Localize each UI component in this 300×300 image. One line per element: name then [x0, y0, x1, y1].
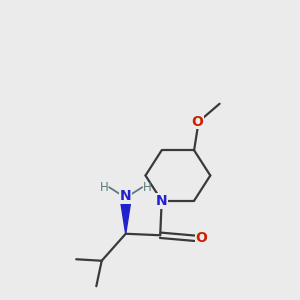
- Text: H: H: [99, 181, 108, 194]
- Polygon shape: [120, 199, 131, 234]
- Text: H: H: [143, 181, 152, 194]
- Text: N: N: [120, 189, 131, 203]
- Text: N: N: [156, 194, 167, 208]
- Text: O: O: [191, 115, 203, 129]
- Text: O: O: [195, 231, 207, 245]
